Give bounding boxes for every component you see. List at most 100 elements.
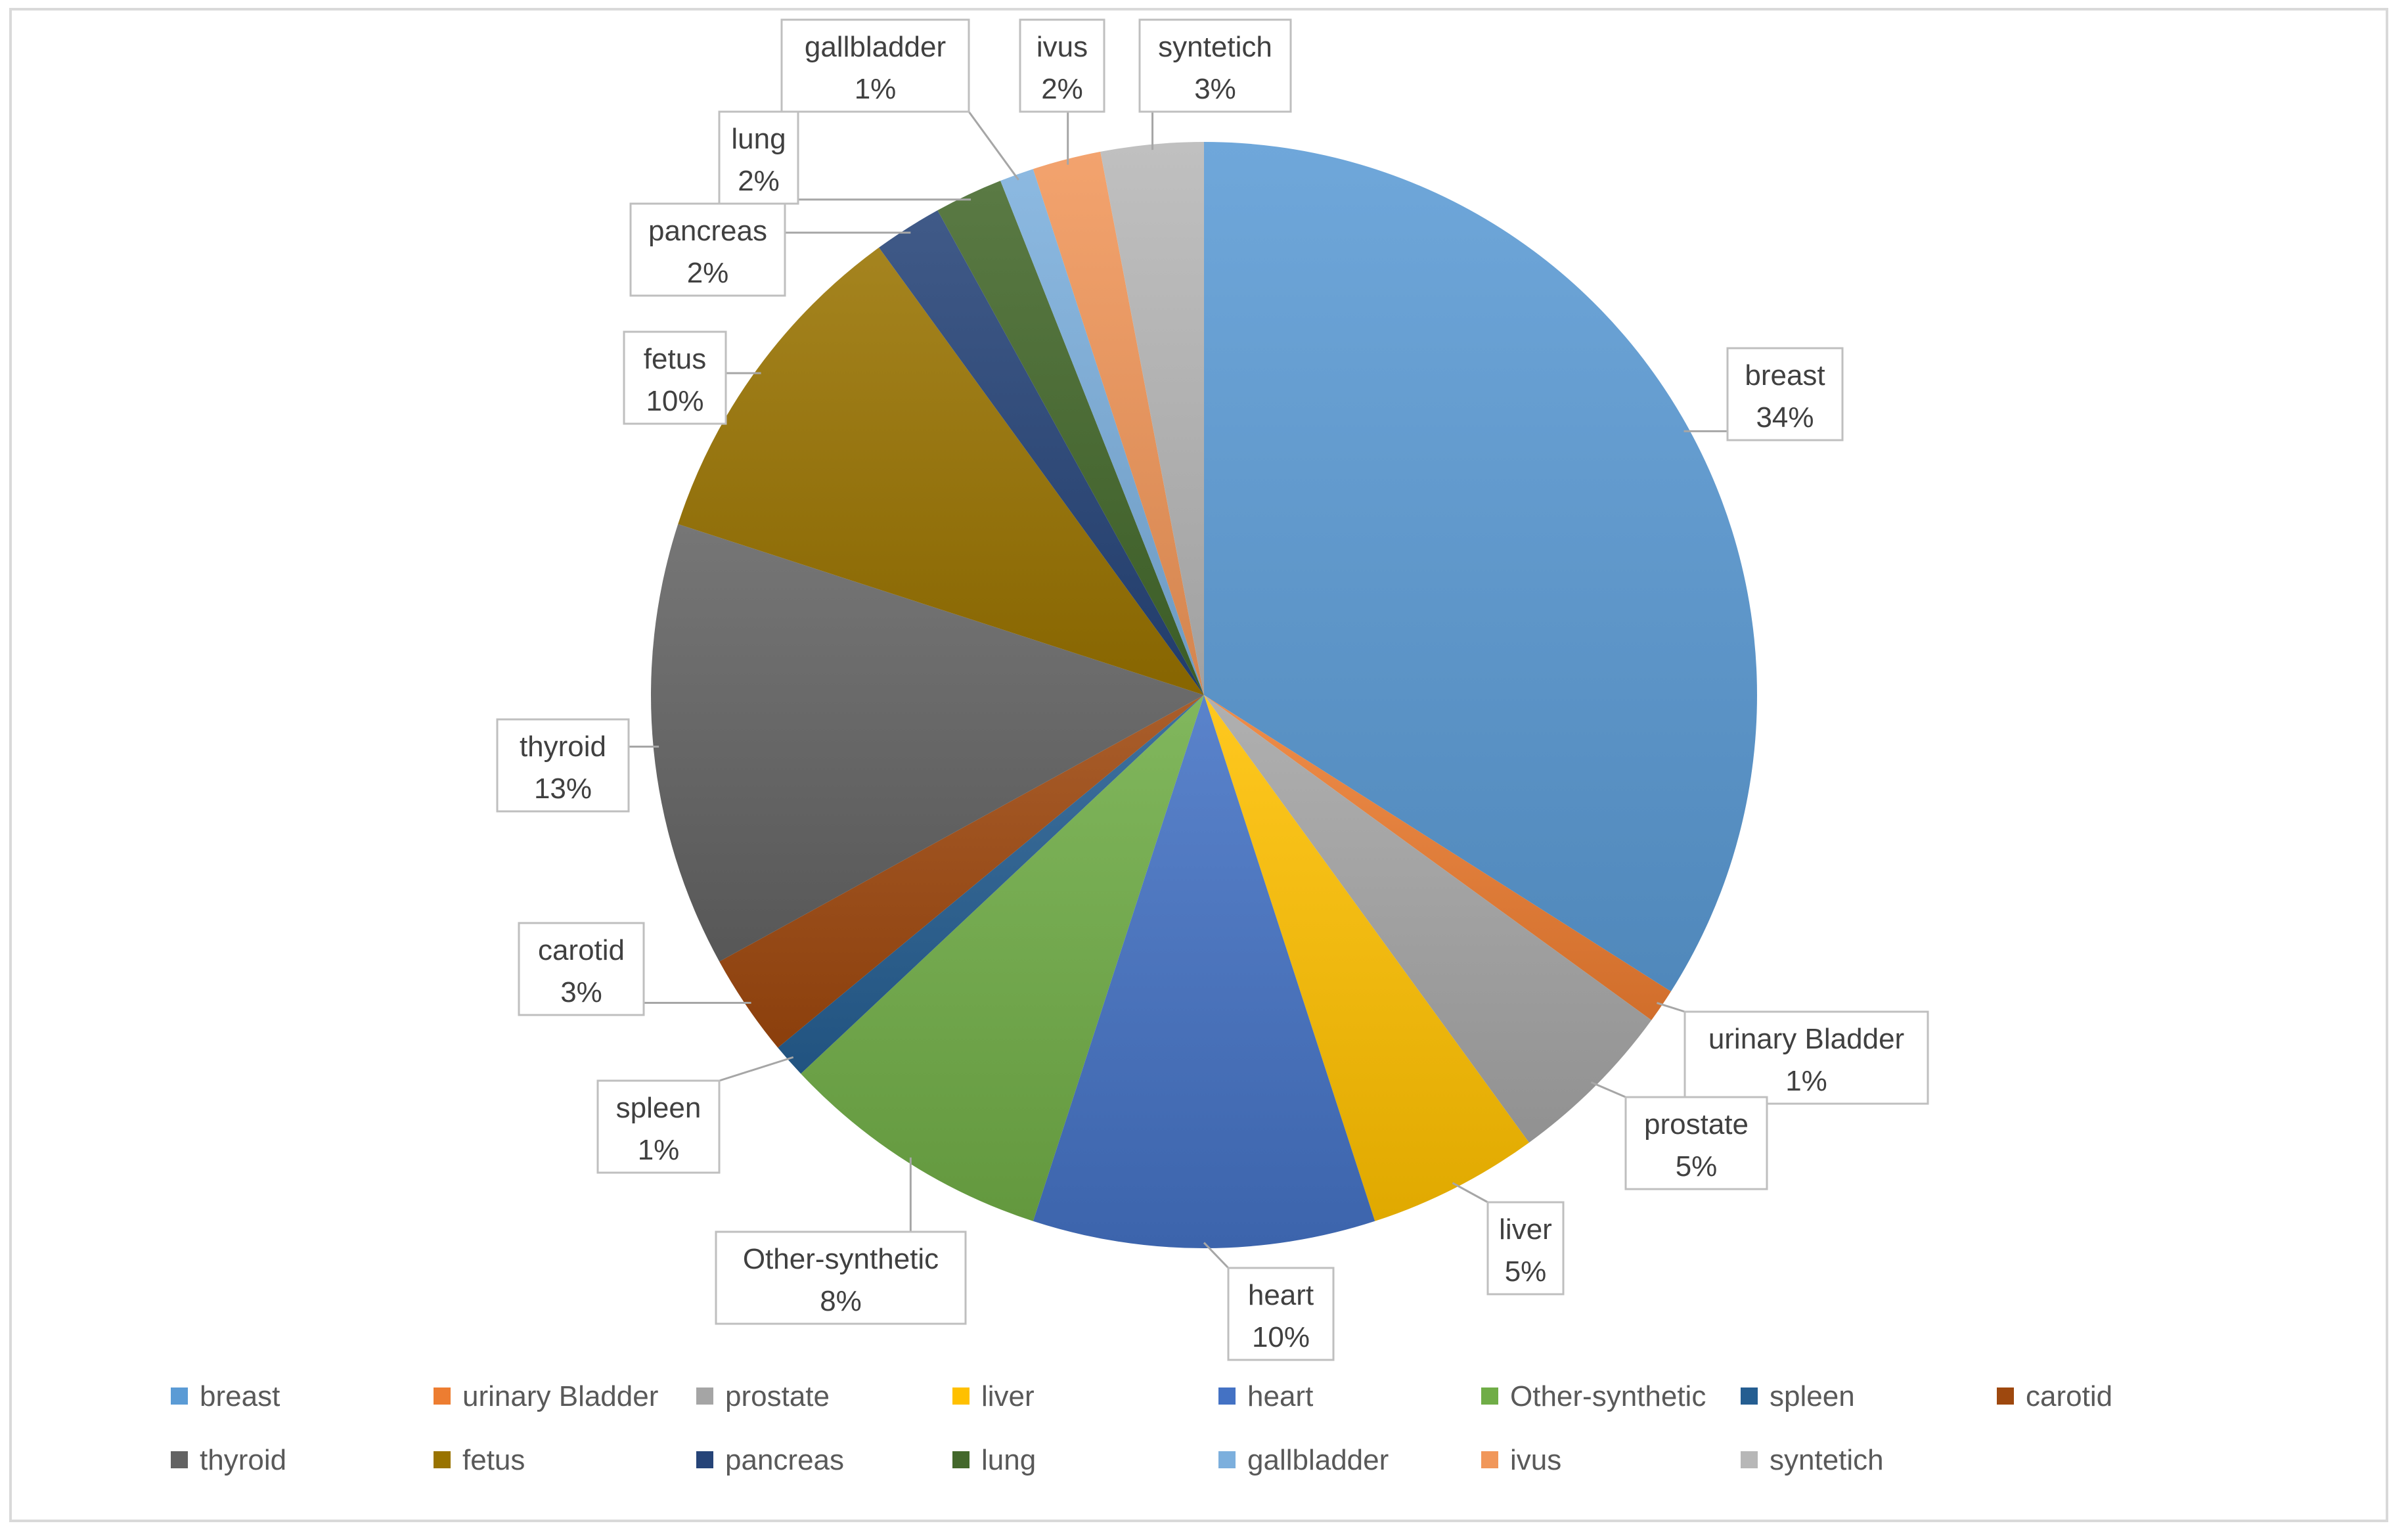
leader-line-prostate xyxy=(1590,1081,1626,1098)
legend-item-prostate: prostate xyxy=(696,1380,830,1412)
callout-box xyxy=(629,202,786,297)
callout-box xyxy=(718,110,799,205)
callout-heart: heart 10% xyxy=(1227,1267,1335,1361)
legend-item-liver: liver xyxy=(952,1380,1035,1412)
data-label-value: 1% xyxy=(1785,1065,1827,1097)
data-label-value: 2% xyxy=(1041,73,1083,105)
legend-swatch xyxy=(696,1387,713,1405)
legend-swatch xyxy=(1741,1387,1758,1405)
data-label-value: 5% xyxy=(1505,1255,1547,1288)
data-label-value: 5% xyxy=(1676,1150,1718,1183)
legend-label: liver xyxy=(981,1380,1035,1412)
legend-swatch xyxy=(1481,1387,1498,1405)
legend-swatch xyxy=(1218,1387,1236,1405)
legend-swatch xyxy=(952,1387,970,1405)
legend-swatch xyxy=(171,1451,188,1468)
data-label-name: breast xyxy=(1745,359,1825,392)
data-label-name: lung xyxy=(731,123,786,155)
data-label-name: urinary Bladder xyxy=(1708,1023,1904,1055)
callout-box xyxy=(518,922,645,1016)
pie-slice-ivus xyxy=(1033,151,1204,695)
legend-label: prostate xyxy=(725,1380,830,1412)
data-label-value: 34% xyxy=(1756,401,1814,434)
data-label-value: 10% xyxy=(1252,1321,1310,1353)
data-label-name: thyroid xyxy=(520,731,606,763)
callout-other-synthetic: Other-synthetic 8% xyxy=(715,1230,967,1325)
callout-box xyxy=(596,1079,721,1174)
pie-slice-carotid xyxy=(719,695,1204,1048)
callout-spleen: spleen 1% xyxy=(596,1079,721,1174)
chart-legend: breast urinary Bladder prostate liver heart O… xyxy=(171,1380,2112,1476)
callout-box xyxy=(715,1230,967,1325)
data-label-name: fetus xyxy=(644,343,706,375)
leader-line-heart xyxy=(1203,1242,1230,1269)
legend-item-fetus: fetus xyxy=(434,1444,525,1476)
legend-label: heart xyxy=(1247,1380,1313,1412)
callout-liver: liver 5% xyxy=(1486,1201,1565,1296)
callout-gallbladder: gallbladder 1% xyxy=(780,18,970,113)
data-label-name: heart xyxy=(1248,1279,1314,1311)
callout-box xyxy=(1624,1096,1768,1190)
pie-slice-other-synthetic xyxy=(801,695,1204,1221)
callout-box xyxy=(496,718,630,813)
legend-item-gallbladder: gallbladder xyxy=(1218,1444,1389,1476)
legend-item-other-synthetic: Other-synthetic xyxy=(1481,1380,1706,1412)
pie-slice-syntetich xyxy=(1100,142,1204,695)
callout-carotid: carotid 3% xyxy=(518,922,645,1016)
legend-item-spleen: spleen xyxy=(1741,1380,1855,1412)
callout-box xyxy=(1486,1201,1565,1296)
callout-pancreas: pancreas 2% xyxy=(629,202,786,297)
data-label-name: gallbladder xyxy=(805,31,946,63)
leader-line-liver xyxy=(1452,1182,1488,1204)
legend-label: spleen xyxy=(1770,1380,1855,1412)
callout-urinary-bladder: urinary Bladder 1% xyxy=(1683,1010,1929,1105)
pie-slice-pancreas xyxy=(879,210,1204,695)
pie-slice-urinary-bladder xyxy=(1204,695,1671,1020)
legend-item-lung: lung xyxy=(952,1444,1036,1476)
legend-item-pancreas: pancreas xyxy=(696,1444,844,1476)
legend-item-ivus: ivus xyxy=(1481,1444,1561,1476)
leader-line-urinary-bladder xyxy=(1656,1002,1685,1013)
data-label-value: 3% xyxy=(1194,73,1236,105)
data-label-name: liver xyxy=(1499,1213,1552,1246)
callout-prostate: prostate 5% xyxy=(1624,1096,1768,1190)
legend-label: gallbladder xyxy=(1247,1444,1389,1476)
callout-box xyxy=(1227,1267,1335,1361)
legend-label: pancreas xyxy=(725,1444,844,1476)
pie-slice-fetus xyxy=(678,247,1204,695)
callout-box xyxy=(1726,347,1844,441)
legend-label: carotid xyxy=(2026,1380,2112,1412)
callout-box xyxy=(1138,18,1292,113)
data-label-name: prostate xyxy=(1644,1108,1749,1140)
callout-box xyxy=(1019,18,1105,113)
callout-box xyxy=(623,330,727,425)
data-label-name: Other-synthetic xyxy=(743,1243,939,1275)
callout-leaders xyxy=(629,111,1728,1269)
legend-swatch xyxy=(1997,1387,2014,1405)
data-label-name: pancreas xyxy=(648,215,767,247)
legend-label: breast xyxy=(200,1380,280,1412)
data-label-name: ivus xyxy=(1037,31,1088,63)
data-label-value: 10% xyxy=(646,385,703,417)
pie-slice-gallbladder xyxy=(1000,169,1204,696)
legend-item-breast: breast xyxy=(171,1380,280,1412)
pie-slices xyxy=(650,142,1757,1248)
pie-slice-thyroid xyxy=(650,524,1204,962)
pie-slice-heart xyxy=(1033,695,1375,1248)
data-label-name: spleen xyxy=(616,1092,702,1124)
data-label-value: 1% xyxy=(638,1134,680,1166)
leader-line-gallbladder xyxy=(968,111,1019,181)
pie-slice-breast xyxy=(1204,142,1757,992)
legend-item-carotid: carotid xyxy=(1997,1380,2112,1412)
data-label-value: 2% xyxy=(738,165,780,197)
legend-item-thyroid: thyroid xyxy=(171,1444,286,1476)
legend-swatch xyxy=(696,1451,713,1468)
legend-swatch xyxy=(1218,1451,1236,1468)
legend-item-heart: heart xyxy=(1218,1380,1313,1412)
legend-swatch xyxy=(434,1451,451,1468)
legend-label: urinary Bladder xyxy=(462,1380,658,1412)
legend-label: lung xyxy=(981,1444,1036,1476)
legend-label: Other-synthetic xyxy=(1510,1380,1706,1412)
